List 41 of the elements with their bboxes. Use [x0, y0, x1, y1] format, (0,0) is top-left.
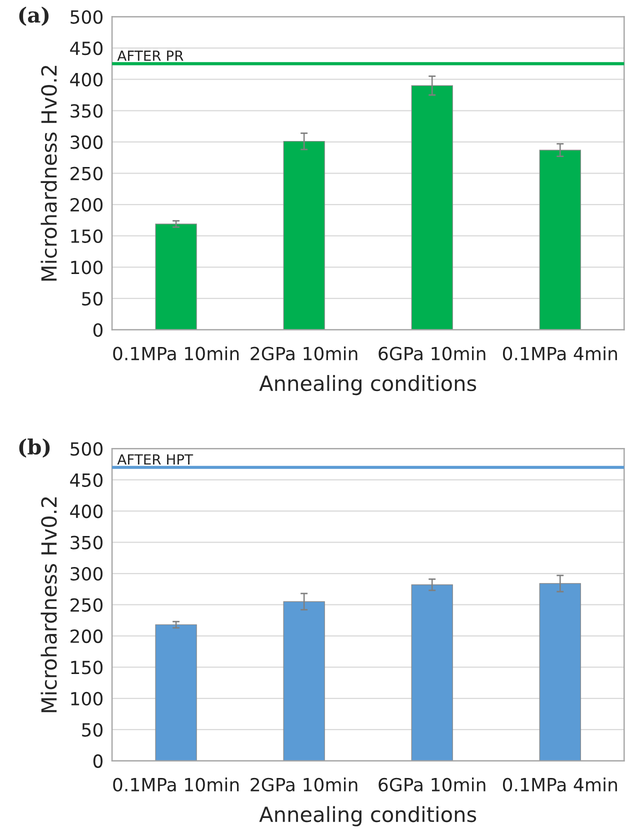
x-tick-label: 6GPa 10min [378, 778, 486, 792]
chart-title: (a) [19, 6, 49, 26]
y-tick-label: 0 [93, 323, 103, 337]
y-tick-label: 350 [70, 104, 103, 118]
y-tick-label: 400 [70, 504, 103, 518]
y-tick-label: 0 [93, 754, 103, 768]
y-tick-label: 100 [71, 692, 103, 706]
x-tick-label: 2GPa 10min [250, 778, 358, 792]
x-axis-title: Annealing conditions [259, 806, 476, 826]
bar [155, 624, 197, 761]
bar [411, 584, 453, 761]
y-axis-title: Microhardness Hv0.2 [40, 66, 57, 281]
y-tick-label: 400 [70, 72, 103, 86]
x-tick-label: 0.1MPa 10min [113, 346, 239, 360]
chart-title: (b) [19, 438, 50, 458]
x-tick-label: 0.1MPa 4min [502, 346, 617, 360]
ref-line-label: AFTER HPT [117, 454, 194, 464]
x-tick-label: 0.1MPa 4min [502, 778, 617, 792]
y-tick-label: 200 [70, 629, 103, 644]
y-tick-label: 350 [70, 536, 103, 550]
bar [155, 224, 197, 330]
ref-line-label: AFTER PR [117, 50, 184, 61]
y-tick-label: 450 [70, 473, 103, 487]
y-axis-title: Microhardness Hv0.2 [40, 497, 57, 712]
y-tick-label: 50 [82, 292, 103, 306]
y-tick-label: 50 [82, 723, 103, 737]
y-tick-label: 500 [70, 10, 103, 24]
y-tick-label: 150 [71, 229, 103, 243]
y-tick-label: 250 [70, 598, 103, 612]
y-tick-label: 450 [70, 42, 103, 56]
y-tick-label: 300 [70, 566, 103, 581]
x-axis-title: Annealing conditions [259, 375, 476, 396]
y-tick-label: 200 [70, 198, 103, 212]
y-tick-label: 100 [71, 260, 103, 274]
x-tick-label: 0.1MPa 10min [113, 778, 239, 792]
y-tick-label: 500 [70, 442, 103, 456]
y-tick-label: 250 [70, 166, 103, 180]
y-tick-label: 300 [70, 135, 103, 150]
x-tick-label: 2GPa 10min [250, 346, 358, 360]
y-tick-label: 150 [71, 660, 103, 674]
x-tick-label: 6GPa 10min [378, 346, 486, 360]
